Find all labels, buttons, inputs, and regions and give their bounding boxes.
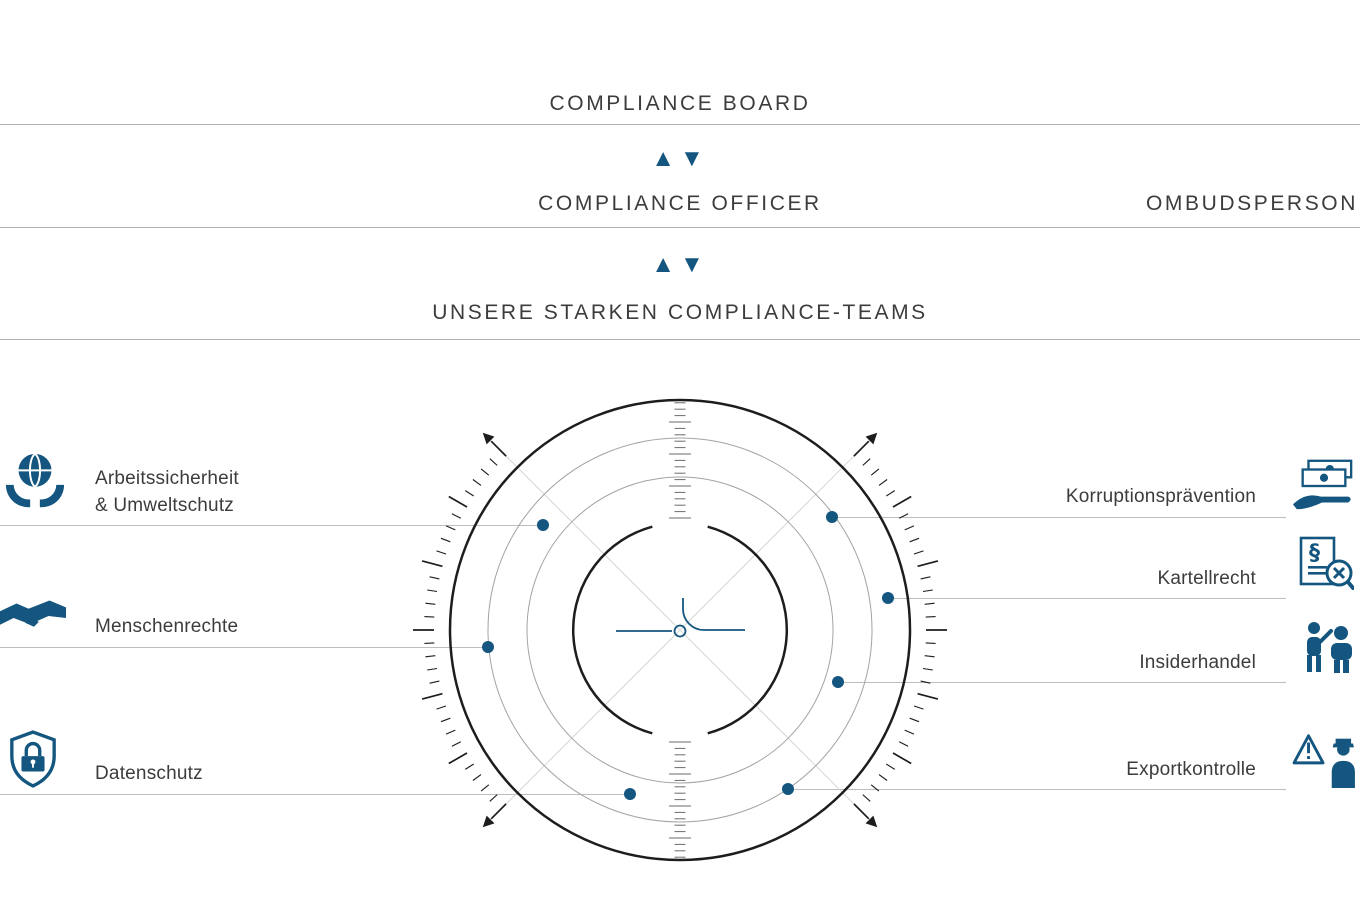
compliance-dial — [413, 398, 947, 862]
section-divider — [0, 227, 1360, 228]
cash-hand-icon — [1292, 458, 1356, 519]
leader-line — [0, 647, 489, 648]
section-divider — [0, 124, 1360, 125]
leader-line — [0, 794, 631, 795]
team-label-menschenrechte: Menschenrechte — [95, 616, 239, 637]
shield-lock-icon — [8, 730, 58, 793]
leader-line — [888, 598, 1286, 599]
dial-scale-ticks — [413, 440, 947, 820]
updown-arrows-icon: ▲▼ — [0, 147, 1360, 171]
ring-marker-dot — [782, 783, 794, 795]
ring-marker-dot — [482, 641, 494, 653]
team-label-datenschutz: Datenschutz — [95, 763, 203, 784]
team-label-arbeitssicherheit: Arbeitssicherheit & Umweltschutz — [95, 468, 239, 516]
dial-inner-ring — [572, 525, 788, 735]
arrow-down-icon: ▼ — [680, 145, 709, 172]
ring-marker-dot — [832, 676, 844, 688]
leader-line — [838, 682, 1286, 683]
section-divider — [0, 339, 1360, 340]
warning-officer-icon — [1292, 730, 1356, 793]
leader-line — [788, 789, 1286, 790]
dial-middle-ring — [487, 437, 873, 823]
compliance-teams-title: UNSERE STARKEN COMPLIANCE-TEAMS — [432, 301, 928, 324]
handshake-icon — [0, 596, 67, 645]
team-label-kartellrecht: Kartellrecht — [1157, 568, 1256, 589]
team-label-insiderhandel: Insiderhandel — [1139, 652, 1256, 673]
ring-marker-dot — [537, 519, 549, 531]
compliance-officer-title: COMPLIANCE OFFICER — [538, 192, 822, 215]
team-label-exportkontrolle: Exportkontrolle — [1126, 759, 1256, 780]
dial-inner-thin-ring — [526, 476, 834, 784]
ring-marker-dot — [624, 788, 636, 800]
globe-hands-icon — [4, 450, 66, 517]
team-label-korruptionspraevention: Korruptionsprävention — [1065, 486, 1256, 507]
svg-text:§: § — [1309, 541, 1320, 566]
two-people-icon — [1300, 620, 1358, 679]
dial-outer-ring — [448, 398, 912, 862]
dial-diagonal-lines — [487, 437, 873, 823]
ombudsperson-title: OMBUDSPERSON — [1145, 192, 1358, 215]
leader-line — [0, 525, 543, 526]
updown-arrows-icon: ▲▼ — [0, 253, 1360, 277]
crosshair-icon — [616, 598, 745, 638]
arrow-up-icon: ▲ — [651, 145, 680, 172]
compliance-board-title: COMPLIANCE BOARD — [549, 92, 811, 115]
ring-marker-dot — [826, 511, 838, 523]
paragraph-search-icon: § — [1298, 536, 1355, 597]
leader-line — [832, 517, 1286, 518]
ring-marker-dot — [882, 592, 894, 604]
arrow-down-icon: ▼ — [680, 251, 709, 278]
dial-ruler-ticks — [669, 402, 691, 858]
arrow-up-icon: ▲ — [651, 251, 680, 278]
